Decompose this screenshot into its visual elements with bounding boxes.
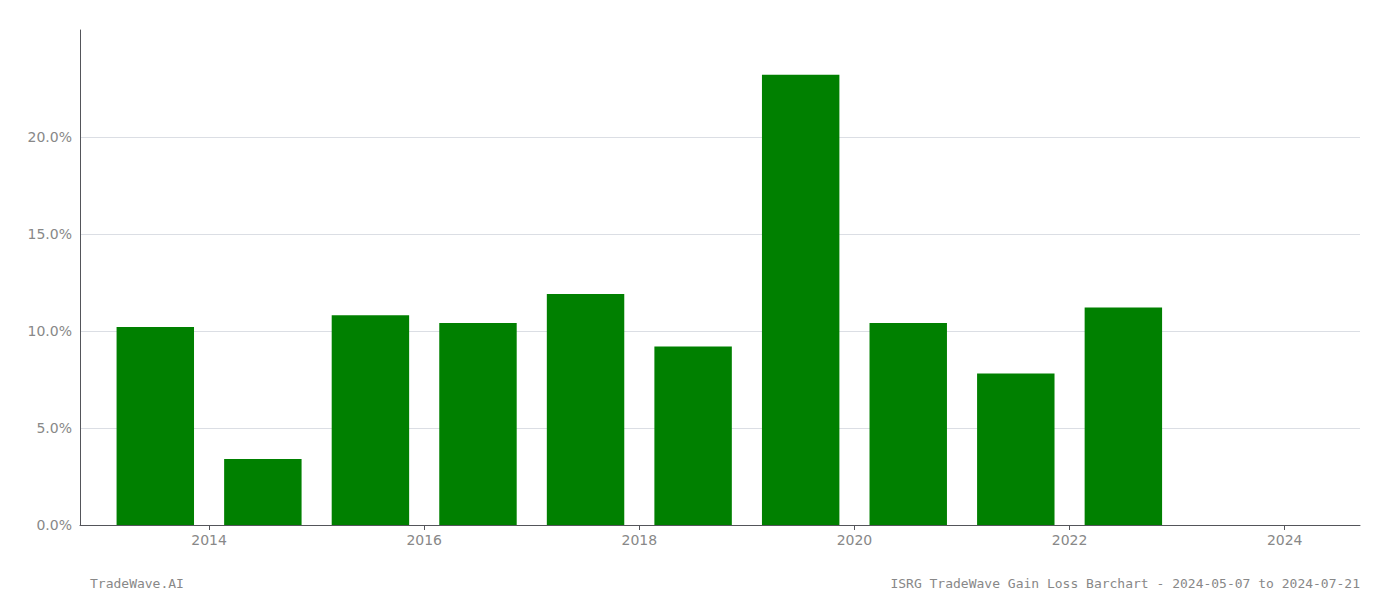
svg-text:20.0%: 20.0%: [28, 129, 72, 145]
svg-text:2014: 2014: [191, 532, 227, 548]
svg-text:TradeWave.AI: TradeWave.AI: [90, 576, 184, 591]
svg-text:10.0%: 10.0%: [28, 323, 72, 339]
svg-text:5.0%: 5.0%: [36, 420, 72, 436]
svg-text:2022: 2022: [1052, 532, 1088, 548]
svg-text:ISRG TradeWave Gain Loss Barch: ISRG TradeWave Gain Loss Barchart - 2024…: [890, 576, 1360, 591]
svg-text:2016: 2016: [406, 532, 442, 548]
svg-text:2020: 2020: [837, 532, 873, 548]
svg-text:15.0%: 15.0%: [28, 226, 72, 242]
svg-text:2024: 2024: [1267, 532, 1303, 548]
svg-text:2018: 2018: [622, 532, 658, 548]
svg-text:0.0%: 0.0%: [36, 517, 72, 533]
